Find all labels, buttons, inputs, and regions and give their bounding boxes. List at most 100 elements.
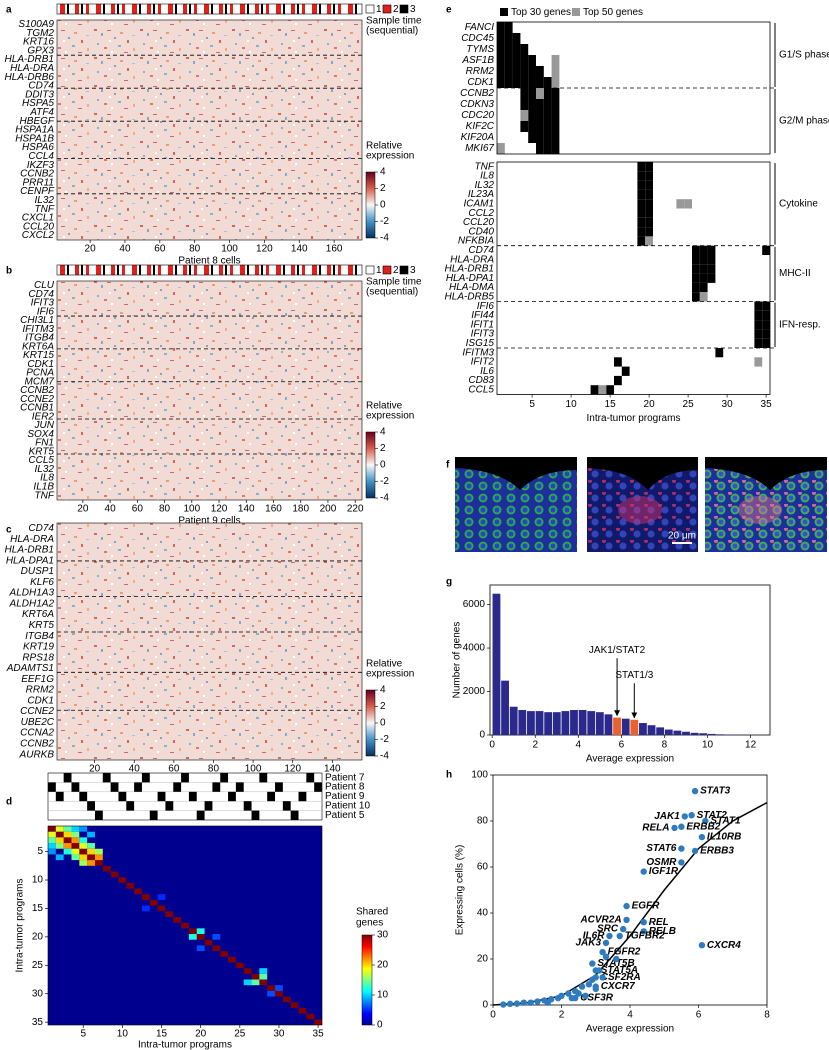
x-tick-label: 30 bbox=[722, 399, 734, 410]
gene-label: IL32 bbox=[475, 180, 495, 191]
point-label: STAT5A bbox=[601, 965, 638, 976]
group-label: Cytokine bbox=[779, 198, 818, 209]
histogram-bar bbox=[509, 706, 518, 735]
gene-label: KRT6A bbox=[22, 609, 54, 620]
gene-label: HSPA1B bbox=[15, 133, 54, 144]
heatmap-cell bbox=[306, 1013, 315, 1020]
program-cell bbox=[762, 245, 770, 255]
gene-label: KRT16 bbox=[23, 37, 54, 48]
scatter-point bbox=[500, 1001, 507, 1008]
point-label: JAK1 bbox=[654, 811, 680, 822]
gene-label: CCL5 bbox=[468, 384, 494, 395]
scatter-point bbox=[678, 845, 685, 852]
x-tick-label: 20 bbox=[77, 504, 89, 515]
gene-label: PCNA bbox=[26, 368, 54, 379]
x-tick-label: 140 bbox=[291, 244, 308, 255]
scatter-point bbox=[640, 919, 647, 926]
heatmap-cell bbox=[55, 826, 64, 832]
heatmap-cell bbox=[55, 837, 64, 844]
heatmap-cell bbox=[267, 990, 276, 997]
program-cell bbox=[637, 199, 646, 209]
point-label: CSF2RA bbox=[601, 972, 641, 983]
scatter-point bbox=[613, 955, 620, 963]
heatmap-cell bbox=[149, 899, 158, 906]
program-cell bbox=[645, 162, 653, 172]
x-tick-label: 10 bbox=[117, 1029, 129, 1040]
program-cell bbox=[637, 217, 646, 228]
gene-label: HLA-DRB6 bbox=[5, 72, 55, 83]
x-tick-label: 220 bbox=[347, 504, 364, 515]
scatter-point bbox=[606, 932, 613, 940]
histogram-bar bbox=[544, 712, 553, 735]
gene-label: CHI3L1 bbox=[20, 315, 54, 326]
scatter-point bbox=[678, 823, 685, 830]
scatter-point bbox=[691, 847, 699, 855]
patient-label: Patient 8 bbox=[325, 782, 365, 793]
program-cell bbox=[536, 88, 544, 99]
program-cell bbox=[551, 88, 560, 99]
x-tick-label: 80 bbox=[189, 244, 201, 255]
legend-swatch bbox=[399, 265, 409, 275]
group-label: G2/M phase bbox=[779, 116, 829, 127]
scatter-point bbox=[595, 967, 603, 974]
gene-label: EEF1G bbox=[21, 674, 54, 685]
x-tick-label: 20 bbox=[89, 764, 101, 775]
program-cell bbox=[497, 33, 505, 44]
gene-label: CDK1 bbox=[27, 695, 54, 706]
x-tick-label: 40 bbox=[119, 244, 131, 255]
histogram-bar bbox=[501, 680, 509, 735]
gene-label: IL1B bbox=[33, 482, 54, 493]
program-cell bbox=[536, 99, 544, 110]
gene-label: CLU bbox=[34, 280, 55, 291]
x-tick-label: 80 bbox=[159, 504, 171, 515]
program-cell bbox=[504, 44, 513, 55]
gene-label: IL6 bbox=[480, 366, 494, 377]
program-cell bbox=[512, 44, 521, 55]
gene-label: IL8 bbox=[40, 473, 54, 484]
x-tick-label: 15 bbox=[156, 1029, 168, 1040]
scatter-point bbox=[599, 948, 606, 956]
heatmap-frame bbox=[47, 825, 323, 1026]
program-cell bbox=[497, 55, 505, 66]
heatmap-cell bbox=[141, 894, 150, 900]
gene-label: CXCL2 bbox=[22, 230, 55, 241]
program-cell bbox=[676, 199, 685, 209]
colorbar bbox=[365, 431, 376, 499]
heatmap-cell bbox=[63, 848, 72, 855]
heatmap-cell bbox=[79, 848, 88, 855]
heatmap-cell bbox=[314, 1019, 322, 1025]
colorbar-tick-label: 4 bbox=[380, 685, 386, 696]
colorbar bbox=[361, 934, 373, 1026]
gene-label: IFI6 bbox=[477, 301, 495, 312]
scatter-point bbox=[589, 960, 596, 967]
histogram-bar bbox=[613, 717, 621, 735]
histogram-bar bbox=[518, 710, 527, 735]
program-cell bbox=[707, 273, 716, 283]
scatter-point bbox=[578, 983, 586, 990]
colorbar-tick-label: 2 bbox=[380, 443, 386, 454]
point-label: EGFR bbox=[632, 901, 661, 912]
heatmap-frame bbox=[56, 522, 363, 761]
heatmap-cell bbox=[87, 848, 95, 855]
colorbar-tick-label: 0 bbox=[380, 200, 386, 211]
panel-label: b bbox=[6, 266, 12, 277]
heatmap-cell bbox=[204, 939, 213, 946]
patient-membership bbox=[275, 782, 283, 792]
point-label: IGF1R bbox=[649, 866, 679, 877]
program-cell bbox=[684, 199, 692, 209]
patient-membership bbox=[259, 773, 268, 783]
legend-swatch bbox=[382, 265, 392, 275]
gene-label: HSPA1A bbox=[15, 125, 54, 136]
scatter-point bbox=[565, 990, 572, 997]
gene-label: HLA-DRB5 bbox=[445, 291, 495, 302]
gene-label: IFI44 bbox=[471, 310, 494, 321]
heatmap-cell bbox=[71, 843, 80, 849]
program-cell bbox=[497, 66, 505, 77]
gene-label: FANCI bbox=[465, 22, 494, 33]
program-cell bbox=[497, 22, 505, 33]
gene-label: IFITM3 bbox=[22, 324, 54, 335]
y-tick-label: 15 bbox=[32, 903, 44, 914]
gene-label: CCL2 bbox=[468, 208, 494, 219]
point-label: SRC bbox=[597, 924, 619, 935]
program-cell bbox=[692, 292, 700, 302]
